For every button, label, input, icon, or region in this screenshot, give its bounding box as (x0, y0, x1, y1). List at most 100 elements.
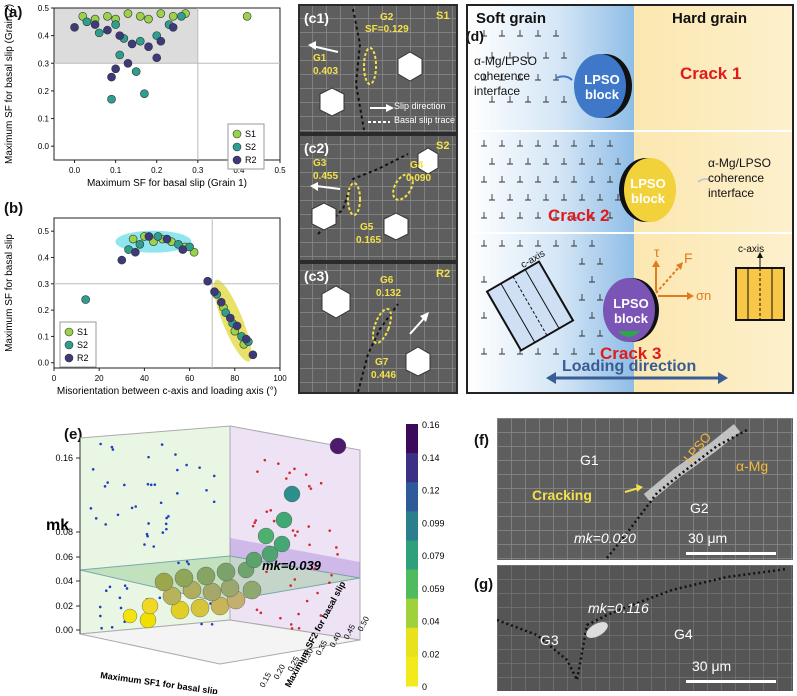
projection-dot (167, 515, 170, 518)
colorbar-tick-label: 0.04 (422, 617, 440, 627)
divider-1 (468, 130, 792, 132)
data-point (82, 17, 92, 27)
data-point (131, 247, 140, 257)
legend-label: R2 (245, 155, 257, 165)
x-axis-label: Maximum SF for basal slip (Grain 1) (87, 178, 247, 189)
dislocation-symbol (499, 74, 505, 81)
c3-g6: G6 (380, 275, 394, 286)
sphere-point (216, 562, 236, 582)
lpso-block-3: LPSO block (613, 296, 649, 326)
dislocation-symbol (499, 240, 505, 247)
projection-dot (91, 468, 95, 471)
colorbar-tick-label: 0.059 (422, 584, 445, 594)
data-point (248, 350, 258, 360)
x-tick-label: 60 (185, 374, 194, 383)
data-point (156, 36, 166, 46)
y-tick-label: 0.0 (38, 359, 50, 368)
sphere-point (170, 600, 190, 620)
panel-c-sem (300, 6, 456, 393)
data-point (135, 11, 145, 21)
dislocation-symbol (561, 52, 567, 59)
c1-g1-value: 0.403 (313, 66, 339, 77)
projection-dot (212, 500, 216, 504)
y-tick-label: 0.3 (38, 59, 50, 68)
sphere-point (242, 580, 262, 600)
dislocation-symbol (517, 30, 523, 37)
panel-d-frame: Soft grain Hard grain (d) α-Mg/LPSO cohe… (466, 4, 794, 394)
colorbar-segment (406, 511, 418, 541)
sphere-point (220, 578, 240, 598)
x-axis-label: Misorientation between c-axis and loadin… (57, 386, 277, 397)
colorbar-segment (406, 453, 418, 483)
crack-2-label: Crack 2 (548, 206, 610, 225)
projection-dot (161, 531, 165, 534)
c2-g5: G5 (360, 222, 374, 233)
projection-dot (118, 596, 122, 600)
projection-dot (293, 578, 297, 581)
dislocation-symbol (607, 176, 613, 183)
projection-dot (147, 522, 150, 525)
colorbar-tick-label: 0.14 (422, 453, 440, 463)
f-cracking: Cracking (532, 487, 592, 503)
dislocation-symbol (579, 330, 585, 337)
projection-dot (165, 527, 168, 531)
projection-dot (158, 596, 162, 600)
dislocation-symbol (543, 194, 549, 201)
colorbar-tick-label: 0.16 (422, 420, 440, 430)
dislocation-symbol (489, 194, 495, 201)
projection-dot (177, 561, 180, 565)
y-tick-label: 0.4 (38, 32, 50, 41)
data-point (111, 20, 120, 29)
dislocation-symbol (553, 176, 559, 183)
sigma-label: σn (696, 288, 712, 303)
x-tick-label: 0.3 (192, 166, 204, 175)
dislocation-symbol (481, 74, 487, 81)
legend-marker (232, 142, 242, 152)
projection-dot (309, 487, 313, 490)
data-point (216, 297, 226, 307)
dislocation-symbol (517, 176, 523, 183)
dislocation-symbol (481, 212, 487, 219)
dislocation-symbol (589, 212, 595, 219)
g-mk: mk=0.116 (588, 600, 649, 616)
z-tick-label: 0.02 (55, 601, 73, 611)
g-g3: G3 (540, 632, 559, 648)
data-point (103, 11, 112, 21)
dislocation-symbol (489, 52, 495, 59)
f-g2: G2 (690, 500, 709, 516)
panel-f-image (497, 418, 793, 560)
dislocation-symbol (525, 52, 531, 59)
dislocation-symbol (589, 312, 595, 319)
dislocation-symbol (561, 194, 567, 201)
dislocation-symbol (535, 176, 541, 183)
y-tick-label: 0.5 (38, 4, 50, 13)
projection-dot (335, 546, 338, 549)
sphere-point (329, 437, 347, 455)
mk-plane-right (230, 538, 360, 578)
dislocation-symbol (535, 240, 541, 247)
y-axis-label: Maximum SF for basal slip (Grain 2) (4, 4, 15, 164)
c2-g4-value: 0.090 (406, 173, 432, 184)
dislocation-symbol (571, 140, 577, 147)
data-point (128, 234, 138, 244)
dislocation-symbol (507, 52, 513, 59)
projection-dot (210, 622, 214, 626)
colorbar-tick-label: 0.02 (422, 649, 440, 659)
legend-marker (232, 155, 242, 165)
projection-dot (176, 492, 179, 495)
projection-dot (123, 584, 127, 587)
f-scale-bar (686, 552, 776, 555)
projection-dot (272, 519, 276, 523)
sphere-point (245, 551, 263, 569)
projection-dot (89, 507, 93, 510)
data-point (178, 245, 188, 254)
sphere-point (273, 535, 291, 553)
projection-dot (110, 625, 114, 629)
dislocation-symbol (499, 176, 505, 183)
z-tick-label: 0.08 (55, 527, 73, 537)
dislocation-symbol (561, 96, 567, 103)
panel-label-e: (e) (64, 426, 83, 443)
dislocation-symbol (525, 158, 531, 165)
dislocation-symbol (481, 240, 487, 247)
c2-g5-value: 0.165 (356, 235, 382, 246)
